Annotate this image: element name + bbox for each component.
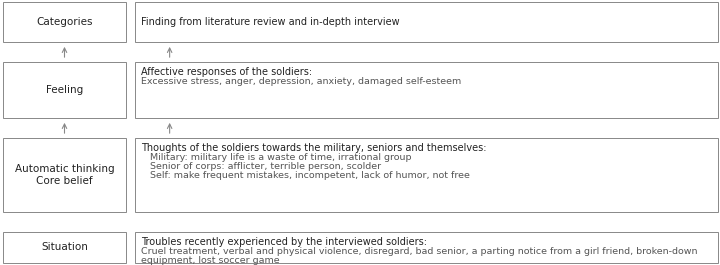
Bar xyxy=(3,2,126,42)
Bar xyxy=(135,232,718,263)
Text: Troubles recently experienced by the interviewed soldiers:: Troubles recently experienced by the int… xyxy=(140,237,427,247)
Bar xyxy=(135,2,718,42)
Text: Excessive stress, anger, depression, anxiety, damaged self-esteem: Excessive stress, anger, depression, anx… xyxy=(140,77,461,86)
Text: Cruel treatment, verbal and physical violence, disregard, bad senior, a parting : Cruel treatment, verbal and physical vio… xyxy=(140,246,697,255)
Text: Finding from literature review and in-depth interview: Finding from literature review and in-de… xyxy=(140,17,400,27)
Bar xyxy=(135,138,718,212)
Text: Self: make frequent mistakes, incompetent, lack of humor, not free: Self: make frequent mistakes, incompeten… xyxy=(140,171,469,180)
Text: Feeling: Feeling xyxy=(46,85,83,95)
Bar xyxy=(3,138,126,212)
Text: Automatic thinking
Core belief: Automatic thinking Core belief xyxy=(14,164,114,186)
Bar xyxy=(3,62,126,118)
Text: Situation: Situation xyxy=(41,242,88,253)
Bar xyxy=(3,232,126,263)
Bar xyxy=(135,62,718,118)
Text: equipment, lost soccer game: equipment, lost soccer game xyxy=(140,256,279,265)
Text: Affective responses of the soldiers:: Affective responses of the soldiers: xyxy=(140,67,312,77)
Text: Categories: Categories xyxy=(36,17,93,27)
Text: Military: military life is a waste of time, irrational group: Military: military life is a waste of ti… xyxy=(140,152,411,161)
Text: Thoughts of the soldiers towards the military, seniors and themselves:: Thoughts of the soldiers towards the mil… xyxy=(140,143,486,153)
Text: Senior of corps: afflicter, terrible person, scolder: Senior of corps: afflicter, terrible per… xyxy=(140,162,381,171)
